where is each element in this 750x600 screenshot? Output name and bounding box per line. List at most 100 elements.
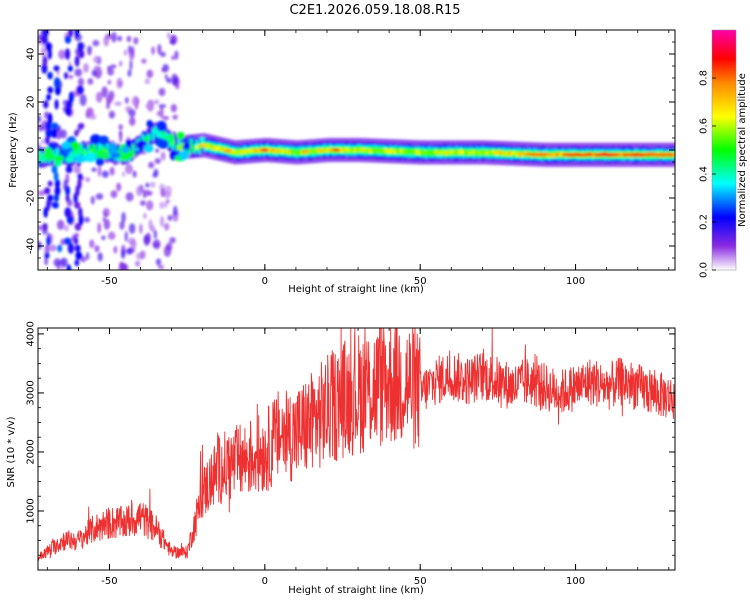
spectrogram-hotspot	[301, 150, 310, 154]
spectrogram-ridge-segment	[344, 147, 347, 152]
spectrogram-ridge-segment	[132, 143, 135, 148]
spectrogram-ridge-segment	[122, 153, 125, 158]
spectrogram-ridge-segment	[174, 140, 177, 154]
spectrogram-streak-blob	[75, 251, 83, 260]
spectrogram-streak-blob	[46, 93, 52, 101]
spectrogram-hotspot	[332, 148, 341, 152]
spectrogram-ridge-segment	[154, 128, 157, 144]
spectrogram-noise-blob	[73, 233, 80, 238]
spectrogram-ridge-segment	[420, 150, 423, 155]
spectrogram-ridge-segment	[154, 126, 157, 134]
spectrogram-ridge-segment	[492, 150, 495, 155]
spectrogram-streak-blob	[78, 49, 85, 59]
spectrogram-ridge-segment	[78, 147, 81, 155]
snr-x-tick-label: 0	[262, 576, 268, 587]
spectrogram-ridge-segment	[590, 152, 593, 157]
spectrogram-streak-blob	[65, 185, 70, 196]
spectrogram-noise-blob	[143, 234, 147, 244]
spectrogram-ridge-segment	[82, 148, 85, 156]
spectrogram-noise-blob	[111, 31, 117, 43]
spectrogram-noise-blob	[169, 39, 175, 45]
spectrogram-noise-blob	[102, 207, 110, 218]
spectrogram-ridge-segment	[96, 141, 99, 155]
spectrogram-ridge-segment	[152, 130, 155, 140]
colorbar-frame	[711, 29, 737, 271]
spectrogram-ridge-segment	[100, 148, 103, 153]
spectrogram-noise-blob	[127, 69, 132, 77]
spectrogram-ridge-segment	[86, 150, 89, 155]
spectrogram-noise-blob	[107, 79, 112, 85]
spectrogram-ridge-segment	[280, 149, 283, 154]
spectrogram-ridge-segment	[468, 151, 471, 155]
spectrogram-ridge-segment	[292, 149, 295, 154]
spectrogram-ridge-segment	[464, 150, 467, 155]
spectrogram-hotspot	[561, 153, 590, 157]
spectrogram-noise-blob	[97, 252, 103, 262]
spectrogram-ridge-segment	[488, 150, 491, 155]
spectrogram-ridge-segment	[448, 151, 451, 155]
spectrogram-ridge-segment	[370, 149, 373, 154]
spectrogram-noise-blob	[166, 77, 172, 84]
snr-ylabel: SNR (10 * v/v)	[6, 416, 17, 487]
spectrogram-noise-blob	[85, 177, 91, 183]
spectrogram-noise-blob	[121, 171, 126, 177]
spectrogram-noise-blob	[133, 37, 139, 45]
spectrogram-ridge-segment	[132, 149, 135, 157]
spectrogram-ridge-segment	[348, 148, 351, 153]
spectrogram-ridge-segment	[480, 151, 483, 156]
spectrogram-ylabel: Frequency (Hz)	[8, 112, 19, 188]
spectrogram-ridge-segment	[362, 148, 365, 152]
spectrogram-streak-blob	[45, 42, 53, 52]
spectrogram-noise-blob	[159, 201, 165, 209]
snr-background	[38, 328, 675, 570]
spectrogram-x-tick-label: 50	[414, 276, 427, 287]
spectrogram-ridge-segment	[474, 150, 477, 155]
spectrogram-ridge-segment	[148, 136, 151, 141]
spectrogram-ridge-segment	[396, 149, 399, 154]
spectrogram-ridge-segment	[90, 150, 93, 155]
figure-title: C2E1.2026.059.18.08.R15	[289, 3, 460, 18]
spectrogram-noise-blob	[163, 222, 170, 231]
spectrogram-ridge-segment	[212, 145, 215, 150]
spectrogram-noise-blob	[124, 231, 128, 242]
spectrogram-ridge-segment	[208, 144, 211, 148]
spectrogram-noise-blob	[77, 77, 85, 87]
spectrogram-ridge-segment	[410, 150, 413, 155]
spectrogram-ridge-segment	[514, 151, 517, 156]
spectrogram-ridge-segment	[434, 150, 437, 154]
snr-x-tick-label: 100	[566, 576, 585, 587]
spectrogram-noise-blob	[84, 216, 90, 223]
spectrogram-noise-blob	[117, 35, 123, 42]
spectrogram-noise-blob	[157, 43, 162, 55]
snr-y-tick-label: 3000	[26, 380, 37, 405]
spectrogram-streak-blob	[63, 237, 71, 245]
spectrogram-ridge-segment	[518, 152, 521, 157]
spectrogram-hotspot	[316, 148, 325, 153]
spectrogram-ridge-segment	[554, 153, 557, 158]
spectrogram-ridge-segment	[438, 151, 441, 155]
spectrogram-ridge-segment	[176, 144, 179, 152]
spectrogram-x-tick-label: 0	[262, 276, 268, 287]
spectrogram-ridge-segment	[430, 150, 433, 155]
spectrogram-noise-blob	[134, 260, 141, 267]
spectrogram-noise-blob	[158, 87, 166, 97]
spectrogram-noise-blob	[164, 73, 168, 80]
spectrogram-streak-blob	[51, 122, 59, 130]
spectrogram-ridge-segment	[160, 131, 163, 142]
spectrogram-ridge-segment	[104, 142, 107, 155]
spectrogram-ridge-segment	[96, 150, 99, 155]
spectrogram-ridge-segment	[414, 149, 417, 154]
spectrogram-noise-blob	[172, 114, 178, 120]
spectrogram-noise-blob	[123, 49, 128, 56]
spectrogram-noise-blob	[110, 64, 117, 69]
spectrogram-ridge-segment	[408, 150, 411, 154]
spectrogram-ridge-segment	[92, 151, 95, 156]
spectrogram-ridge-segment	[392, 149, 395, 154]
spectrogram-ridge-segment	[516, 152, 519, 157]
spectrogram-noise-blob	[153, 229, 158, 240]
colorbar-tick-label: 0.8	[699, 70, 710, 86]
spectrogram-ridge-segment	[386, 149, 389, 153]
spectrogram-ridge-segment	[620, 152, 623, 157]
spectrogram-noise-blob	[173, 205, 178, 216]
spectrogram-ridge-segment	[162, 132, 165, 136]
